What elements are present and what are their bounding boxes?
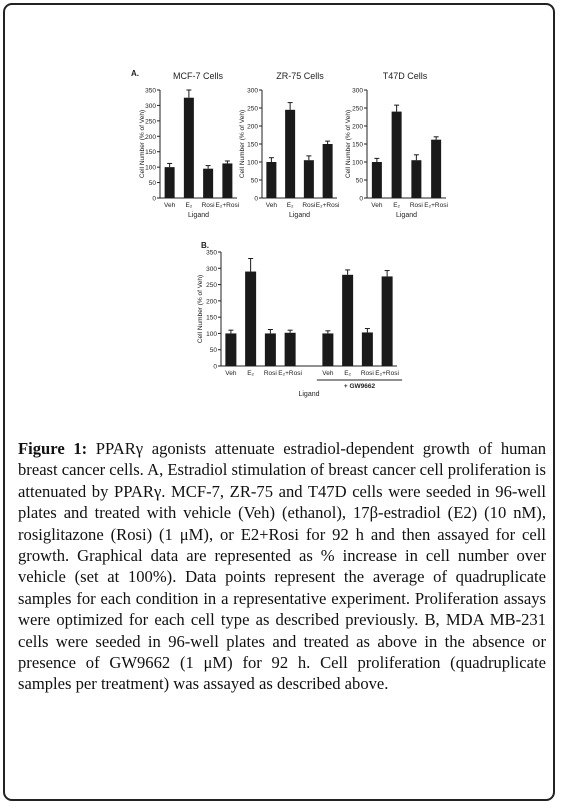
bar — [285, 109, 296, 198]
y-tick-label: 200 — [145, 134, 156, 141]
bar — [203, 168, 214, 198]
y-axis-label: Cell Number (% of Veh) — [345, 110, 352, 178]
bar — [322, 144, 333, 198]
x-axis-label: Ligand — [289, 212, 310, 219]
bar — [381, 276, 393, 366]
x-tick-label: Rosi — [361, 370, 374, 377]
x-tick-label: E₂ — [247, 370, 254, 377]
x-tick-label: Rosi — [410, 202, 423, 209]
y-tick-label: 300 — [247, 88, 258, 95]
x-axis-label: Ligand — [396, 212, 417, 219]
group-label: + GW9662 — [344, 383, 376, 390]
y-tick-label: 150 — [145, 149, 156, 156]
y-tick-label: 350 — [145, 88, 156, 95]
y-tick-label: 0 — [254, 196, 258, 203]
x-axis-label: Ligand — [188, 212, 209, 219]
y-tick-label: 350 — [206, 250, 217, 257]
y-tick-label: 250 — [352, 106, 363, 113]
y-tick-label: 0 — [152, 196, 156, 203]
y-tick-label: 100 — [247, 160, 258, 167]
bar — [342, 274, 354, 366]
x-tick-label: E₂+Rosi — [216, 202, 240, 209]
y-tick-label: 150 — [247, 142, 258, 149]
x-tick-label: E₂+Rosi — [316, 202, 340, 209]
bar — [264, 333, 276, 366]
x-tick-label: Rosi — [302, 202, 315, 209]
caption-text: PPARγ agonists attenuate estradiol-depen… — [18, 439, 546, 694]
y-axis-label: Cell Number (% of Veh) — [197, 275, 204, 343]
chart-title: T47D Cells — [383, 71, 428, 81]
y-tick-label: 100 — [145, 165, 156, 172]
bar — [284, 332, 296, 366]
x-tick-label: E₂+Rosi — [424, 202, 448, 209]
x-tick-label: E₂+Rosi — [278, 370, 302, 377]
x-tick-label: E₂ — [393, 202, 400, 209]
y-axis-label: Cell Number (% of Veh) — [239, 110, 246, 178]
bar — [431, 139, 442, 198]
y-tick-label: 250 — [247, 106, 258, 113]
x-tick-label: Veh — [266, 202, 278, 209]
caption-label: Figure 1: — [18, 439, 88, 458]
chart-panel-2: 0 50 100 150 200 250 300 Veh E₂ Rosi E₂+Rosi ZR-75 … — [239, 71, 339, 219]
bar — [164, 167, 175, 198]
chart-title: ZR-75 Cells — [276, 71, 324, 81]
x-tick-label: Veh — [164, 202, 176, 209]
y-tick-label: 50 — [251, 178, 259, 185]
bar — [322, 333, 334, 366]
x-tick-label: E₂+Rosi — [375, 370, 399, 377]
y-tick-label: 200 — [352, 124, 363, 131]
y-tick-label: 0 — [213, 364, 217, 371]
y-tick-label: 250 — [145, 118, 156, 125]
x-tick-label: Rosi — [264, 370, 277, 377]
y-tick-label: 150 — [352, 142, 363, 149]
y-tick-label: 100 — [206, 331, 217, 338]
y-tick-label: 50 — [356, 178, 364, 185]
bar — [361, 332, 373, 366]
x-tick-label: Rosi — [202, 202, 215, 209]
bar — [266, 162, 277, 198]
bar — [371, 162, 382, 198]
x-tick-label: Veh — [225, 370, 237, 377]
bar — [222, 163, 233, 198]
figure-caption: Figure 1: PPARγ agonists attenuate estra… — [18, 438, 546, 695]
chart-title: MCF-7 Cells — [173, 71, 224, 81]
bar — [225, 333, 237, 366]
x-tick-label: Veh — [371, 202, 383, 209]
y-tick-label: 150 — [206, 315, 217, 322]
y-tick-label: 50 — [149, 180, 157, 187]
y-tick-label: 300 — [145, 103, 156, 110]
x-tick-label: E₂ — [344, 370, 351, 377]
bar — [245, 271, 257, 366]
panel-letter: B. — [201, 241, 209, 250]
chart-panel-3: 0 50 100 150 200 250 300 Veh E₂ Rosi E₂+Rosi T47D C… — [345, 71, 448, 219]
x-tick-label: Veh — [322, 370, 334, 377]
bar — [411, 160, 422, 198]
bar — [303, 160, 314, 198]
x-tick-label: E₂ — [287, 202, 294, 209]
chart-panel-1: 0 50 100 150 200 250 300 350 Veh E₂ Rosi E₂+Rosi MCF… — [131, 69, 239, 219]
x-tick-label: E₂ — [185, 202, 192, 209]
y-tick-label: 300 — [206, 266, 217, 273]
y-tick-label: 200 — [247, 124, 258, 131]
y-axis-label: Cell Number (% of Veh) — [139, 110, 146, 178]
y-tick-label: 100 — [352, 160, 363, 167]
y-tick-label: 50 — [210, 347, 218, 354]
x-axis-label: Ligand — [298, 391, 319, 398]
y-tick-label: 0 — [359, 196, 363, 203]
figure-frame — [3, 3, 555, 801]
bar — [183, 97, 194, 198]
y-tick-label: 250 — [206, 282, 217, 289]
panel-letter: A. — [131, 69, 139, 78]
y-tick-label: 200 — [206, 298, 217, 305]
bar — [391, 111, 402, 198]
y-tick-label: 300 — [352, 88, 363, 95]
